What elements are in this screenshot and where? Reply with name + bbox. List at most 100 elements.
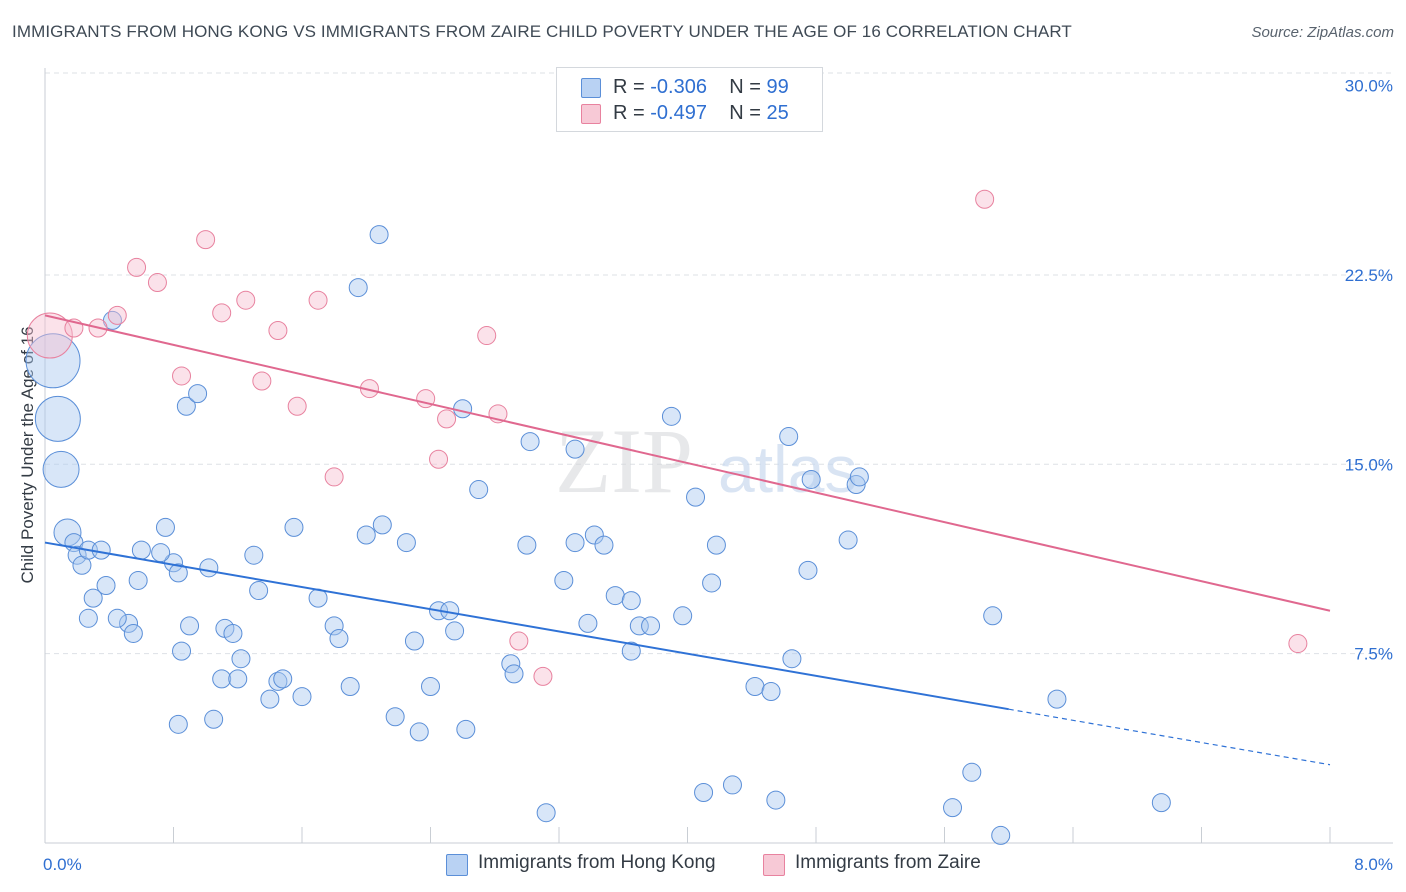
hong-kong-legend-swatch	[446, 854, 468, 876]
data-point	[127, 257, 147, 277]
data-point	[621, 641, 641, 661]
zaire-trend-line	[44, 314, 1331, 612]
data-point	[779, 427, 799, 447]
data-point	[231, 649, 251, 669]
data-point	[421, 676, 440, 696]
data-point	[199, 558, 219, 578]
data-point	[605, 586, 625, 606]
data-point	[1151, 793, 1171, 813]
data-point	[249, 581, 269, 601]
legend-label: Immigrants from Hong Kong	[478, 852, 716, 873]
data-point	[456, 719, 476, 739]
data-point	[477, 326, 497, 346]
data-point	[641, 616, 661, 636]
watermark-atlas: atlas	[718, 432, 857, 506]
data-point	[533, 666, 553, 686]
data-point	[429, 449, 449, 469]
y-tick-label: 22.5%	[1345, 266, 1393, 285]
data-point	[340, 676, 360, 696]
data-point	[78, 608, 98, 628]
data-point	[180, 616, 200, 636]
data-point	[943, 798, 963, 818]
r-label: R =	[613, 102, 645, 124]
data-point	[565, 439, 585, 459]
data-point	[128, 570, 148, 590]
data-point	[673, 606, 693, 626]
trend-lines	[44, 314, 1331, 766]
data-point	[983, 606, 1003, 626]
hong-kong-points	[25, 225, 1171, 845]
data-point	[694, 783, 714, 803]
data-point	[287, 396, 307, 416]
watermark-zip: ZIP	[555, 410, 693, 512]
data-point	[348, 278, 368, 298]
data-point	[324, 616, 344, 636]
data-point	[846, 475, 866, 495]
data-point	[324, 467, 344, 487]
y-tick-label: 7.5%	[1354, 645, 1393, 664]
data-point	[849, 467, 869, 487]
data-point	[445, 621, 465, 641]
data-point	[722, 775, 742, 795]
r-value: -0.306	[650, 76, 707, 98]
data-point	[782, 649, 802, 669]
data-point	[536, 803, 556, 823]
data-point	[151, 543, 171, 563]
y-tick-labels: 7.5% 15.0% 22.5% 30.0%	[1345, 77, 1393, 664]
data-point	[565, 533, 585, 553]
data-point	[172, 366, 192, 386]
data-point	[212, 303, 232, 323]
data-point	[236, 290, 256, 310]
data-point	[584, 525, 604, 545]
data-point	[409, 722, 429, 742]
hong-kong-trend-extension	[1008, 708, 1331, 766]
data-point	[25, 333, 81, 389]
y-tick-label: 30.0%	[1345, 77, 1393, 96]
data-point	[34, 395, 81, 442]
data-point	[578, 613, 598, 633]
axes	[44, 68, 1393, 844]
data-point	[706, 535, 726, 555]
zaire-swatch	[581, 104, 601, 124]
data-point	[962, 762, 982, 782]
data-point	[554, 570, 574, 590]
data-point	[1047, 689, 1067, 709]
data-point	[517, 535, 537, 555]
data-point	[686, 487, 706, 507]
data-point	[798, 560, 818, 580]
n-label: N =	[729, 76, 761, 98]
gridlines	[45, 72, 1393, 655]
data-point	[212, 669, 232, 689]
data-point	[594, 535, 614, 555]
data-point	[91, 540, 111, 560]
x-tick-label-min: 0.0%	[43, 855, 82, 874]
data-point	[268, 321, 288, 341]
data-point	[252, 371, 272, 391]
data-point	[155, 517, 175, 537]
r-value: -0.497	[650, 102, 707, 124]
legend-label: Immigrants from Zaire	[795, 852, 981, 873]
data-point	[761, 682, 781, 702]
data-point	[702, 573, 722, 593]
data-point	[356, 525, 376, 545]
zaire-legend-swatch	[763, 854, 785, 876]
data-point	[83, 588, 103, 608]
data-point	[107, 608, 127, 628]
data-point	[509, 631, 529, 651]
data-point	[168, 563, 188, 583]
data-point	[172, 641, 192, 661]
source-credit: Source: ZipAtlas.com	[1251, 24, 1394, 41]
data-point	[204, 709, 224, 729]
data-point	[188, 384, 208, 404]
stats-legend: R = -0.306 N = 99 R = -0.497 N = 25	[556, 67, 823, 132]
data-point	[228, 669, 248, 689]
data-point	[196, 230, 216, 250]
data-point	[147, 273, 167, 293]
n-value: 99	[766, 76, 789, 98]
data-point	[385, 707, 405, 727]
x-tick-label-max: 8.0%	[1354, 855, 1393, 874]
data-point	[975, 189, 995, 209]
data-point	[96, 575, 116, 595]
r-label: R =	[613, 76, 645, 98]
